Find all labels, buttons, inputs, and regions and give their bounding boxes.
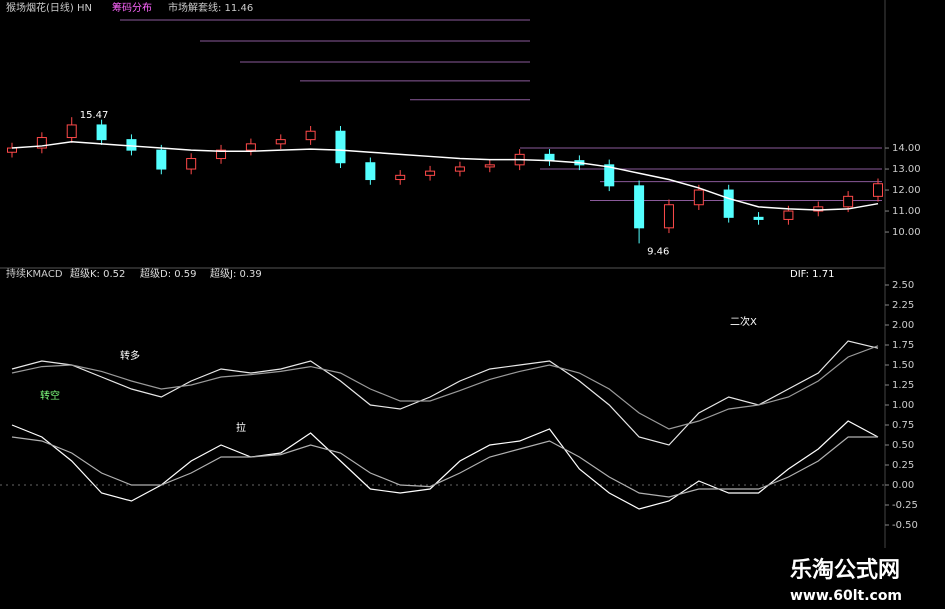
candle-body: [604, 164, 615, 187]
candle-body: [216, 149, 227, 160]
indicator-title: 持续KMACD: [6, 267, 63, 280]
readout: 超级K: 0.52: [70, 267, 125, 280]
candle-body: [36, 137, 47, 149]
y-tick-label: 11.00: [892, 206, 921, 217]
signal-label: 转空: [40, 389, 60, 402]
y-tick-label: 14.00: [892, 143, 921, 154]
candle-body: [484, 164, 495, 168]
candle-body: [156, 149, 167, 170]
candle-body: [7, 147, 17, 153]
y-tick-label: 2.25: [892, 300, 914, 311]
y-tick-label: 1.00: [892, 400, 914, 411]
stock-title: 猴场烟花(日线) HN: [6, 1, 92, 14]
y-tick-label: 2.50: [892, 280, 914, 291]
y-tick-label: 0.50: [892, 440, 914, 451]
watermark-url: www.60lt.com: [790, 588, 902, 604]
y-tick-label: -0.50: [892, 520, 918, 531]
y-tick-label: 0.00: [892, 480, 914, 491]
candle-body: [365, 162, 376, 181]
watermark-bg: [770, 548, 945, 609]
candle-body: [454, 166, 465, 172]
readout: 超级J: 0.39: [210, 267, 262, 280]
signal-label: 二次X: [730, 315, 757, 328]
candle-body: [245, 143, 256, 151]
signal-label: 拉: [236, 421, 246, 434]
indicator-value: 市场解套线: 11.46: [168, 1, 253, 14]
candle-body: [186, 158, 197, 170]
tab[interactable]: 筹码分布: [112, 1, 152, 14]
candle-body: [126, 139, 137, 151]
y-tick-label: 0.75: [892, 420, 914, 431]
candle-body: [634, 185, 645, 229]
ma-line: [11, 140, 879, 211]
y-tick-label: -0.25: [892, 500, 918, 511]
candle-body: [425, 170, 436, 176]
indicator-line: [11, 345, 879, 430]
indicator-line: [11, 340, 879, 446]
y-tick-label: 1.25: [892, 380, 914, 391]
signal-label: 转多: [120, 349, 140, 362]
candle-body: [693, 189, 704, 206]
candle-body: [663, 204, 674, 229]
candle-body: [66, 124, 77, 139]
candle-body: [305, 130, 316, 141]
y-tick-label: 1.75: [892, 340, 914, 351]
indicator-line: [11, 436, 878, 498]
indicator-line: [11, 420, 879, 510]
candle-body: [275, 139, 286, 145]
candle-body: [395, 174, 406, 181]
y-tick-label: 0.25: [892, 460, 914, 471]
readout: DIF: 1.71: [790, 269, 834, 280]
y-tick-label: 13.00: [892, 164, 921, 175]
candle-body: [873, 183, 883, 197]
y-tick-label: 12.00: [892, 185, 921, 196]
candle-body: [753, 216, 764, 220]
candle-body: [783, 210, 794, 220]
candle-body: [335, 130, 346, 164]
y-tick-label: 2.00: [892, 320, 914, 331]
readout: 超级D: 0.59: [140, 267, 197, 280]
watermark: 乐淘公式网: [790, 557, 900, 583]
candle-body: [843, 195, 854, 208]
low-annotation: 9.46: [647, 246, 669, 257]
candle-body: [96, 124, 107, 141]
candle-body: [813, 206, 824, 212]
candle-body: [723, 189, 734, 218]
high-annotation: 15.47: [80, 110, 109, 121]
candle-body: [544, 153, 555, 162]
y-tick-label: 1.50: [892, 360, 914, 371]
y-tick-label: 10.00: [892, 227, 921, 238]
